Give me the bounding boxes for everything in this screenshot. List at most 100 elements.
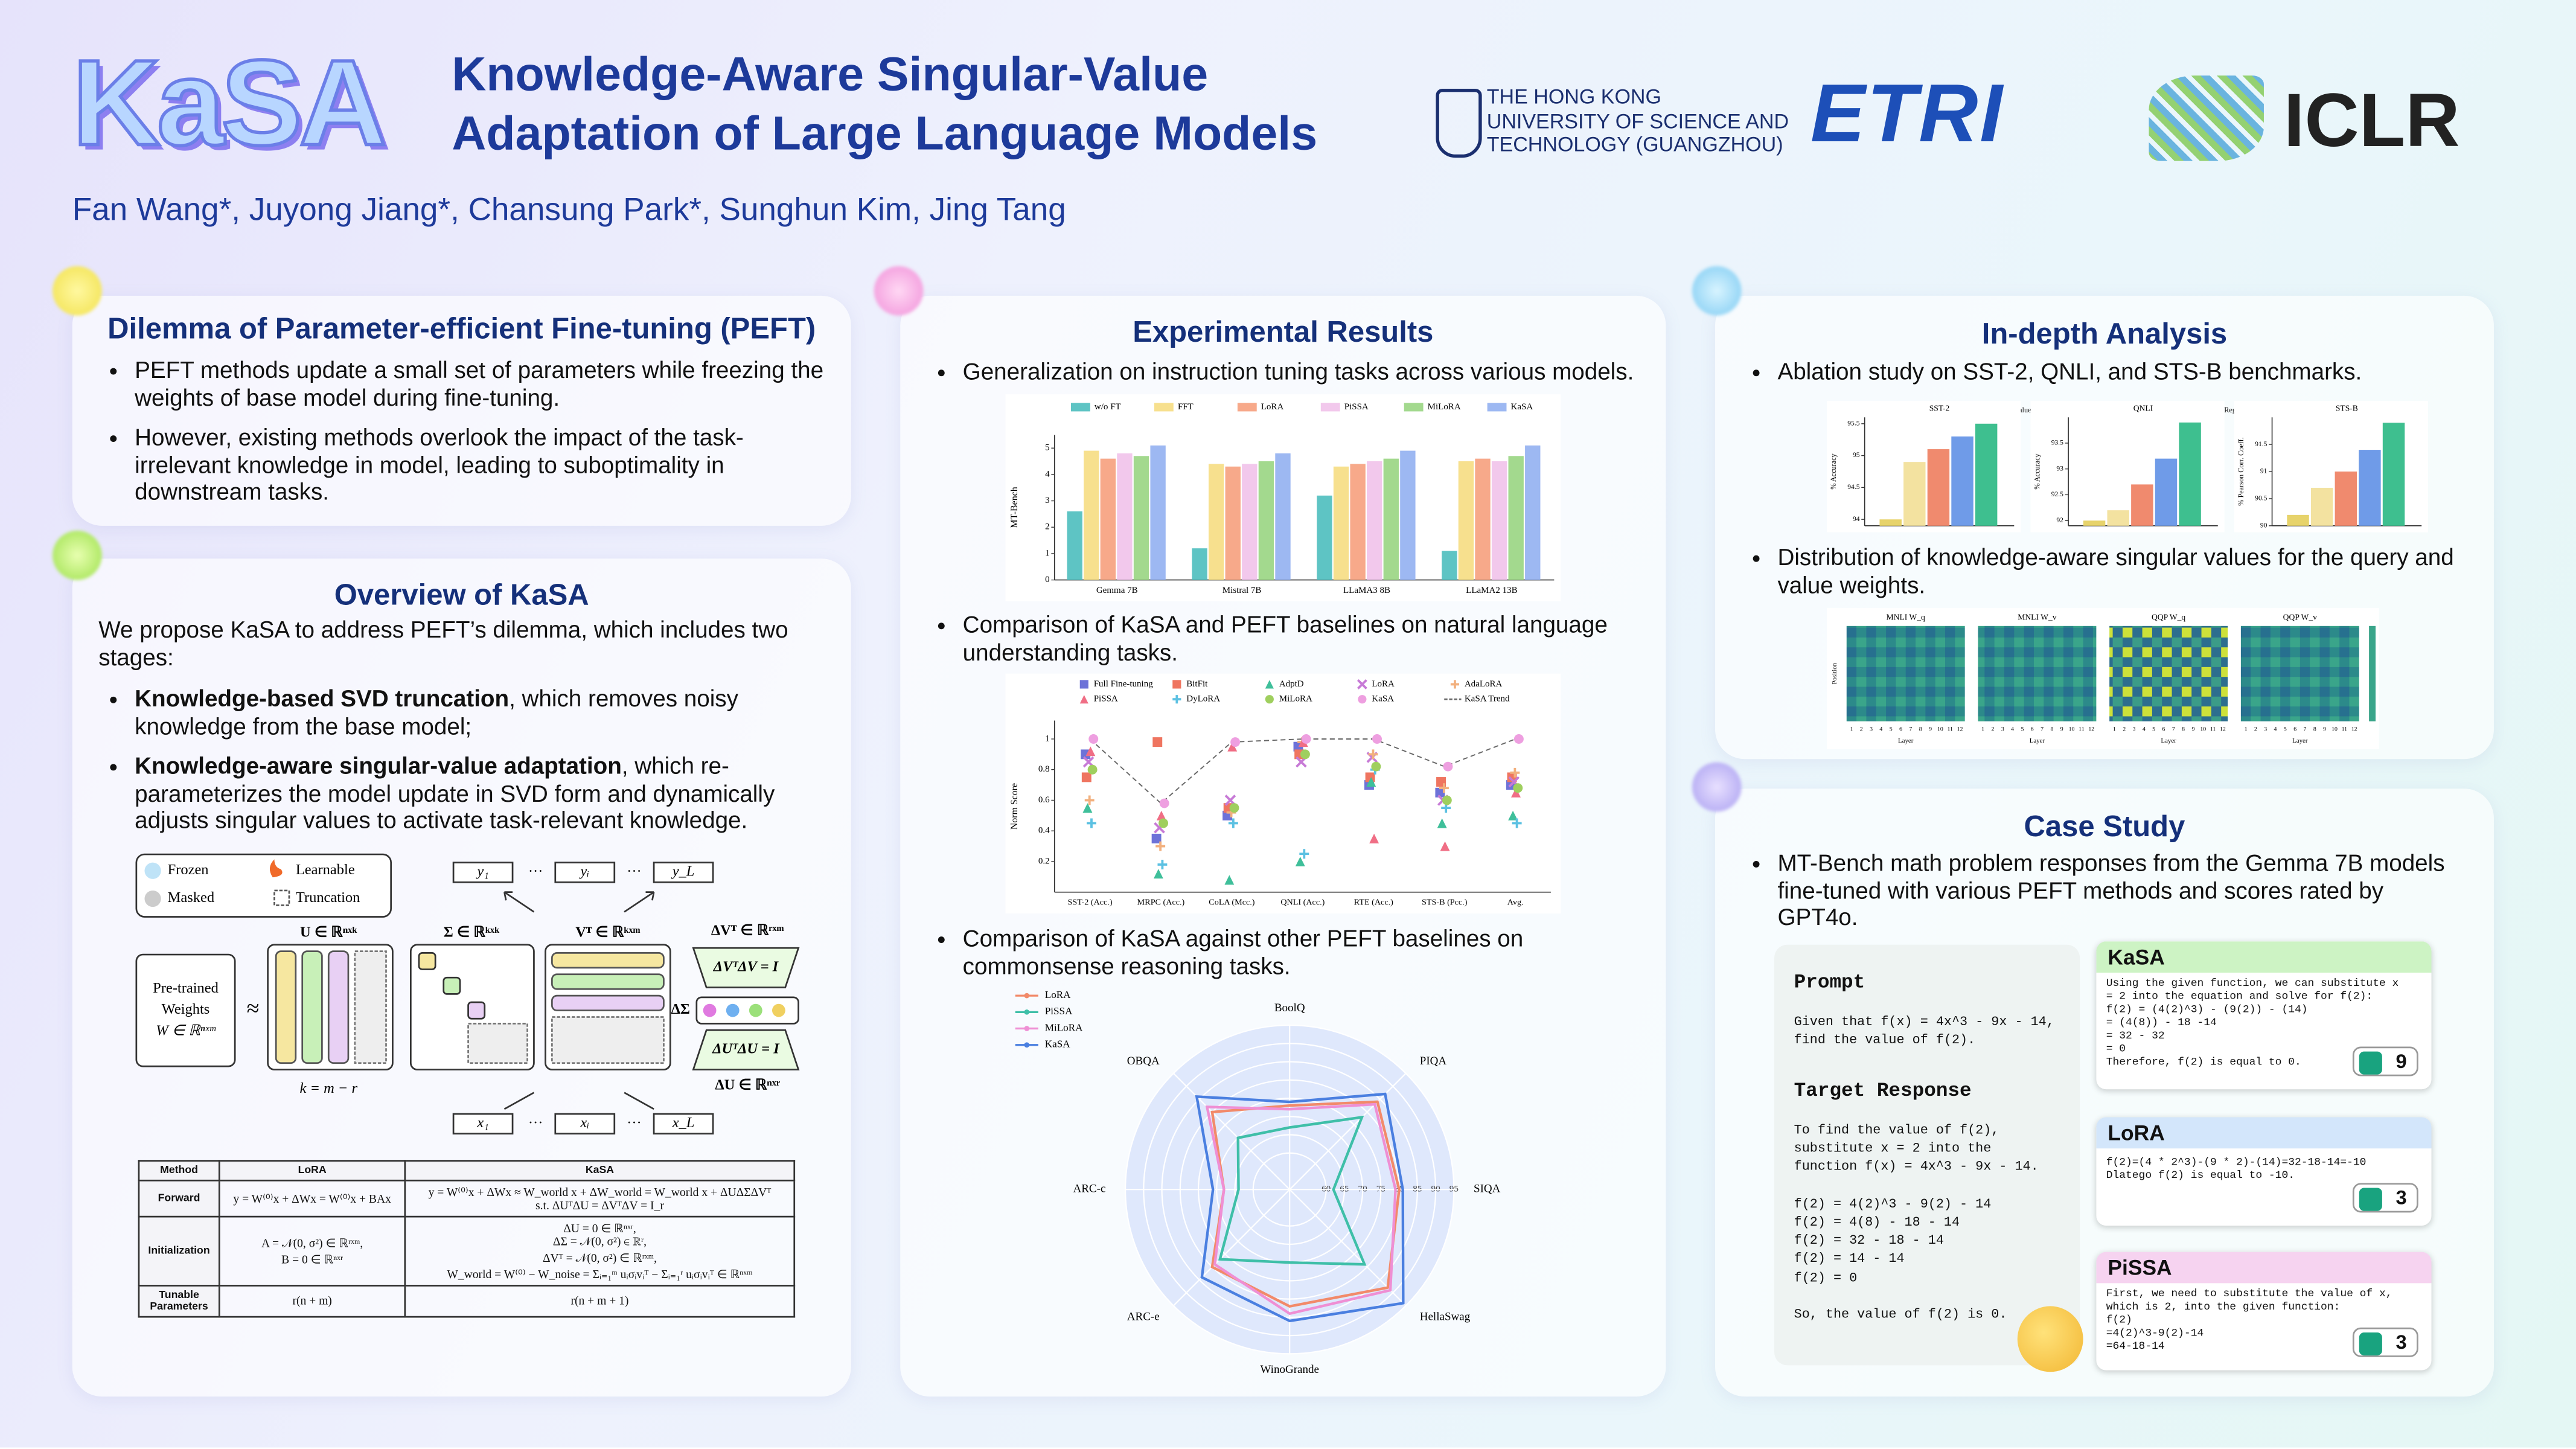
- bullet: Ablation study on SST-2, QNLI, and STS-B…: [1777, 360, 2481, 387]
- x-tick-label: 2: [1860, 726, 1863, 733]
- x-tick-label: 6: [1899, 726, 1902, 733]
- response-card: LoRA f(2)=(4 * 2^3)-(9 * 2)-(14)=32-18-1…: [2096, 1117, 2432, 1226]
- delta-vt-box: [692, 947, 800, 988]
- response-method: LoRA: [2096, 1117, 2432, 1149]
- legend-label: FFT: [1178, 402, 1194, 412]
- title-line: Adaptation of Large Language Models: [452, 108, 1318, 161]
- row-header: Tunable Parameters: [138, 1285, 220, 1318]
- marker: [1301, 734, 1311, 744]
- y-tick-label: 0.4: [1038, 826, 1050, 836]
- legend-label: AdptD: [1279, 679, 1304, 689]
- bar: [1150, 445, 1166, 580]
- x-tick-label: Avg.: [1507, 898, 1524, 907]
- marker: [1265, 680, 1274, 689]
- partner-logo: ETRI: [1810, 67, 2004, 159]
- legend-label: LoRA: [1372, 679, 1395, 689]
- stage: Knowledge-based SVD truncation, which re…: [135, 687, 834, 741]
- x-tick-label: SST-2 (Acc.): [1067, 898, 1112, 907]
- x-tick-label: 8: [2050, 726, 2053, 733]
- bar: [1491, 461, 1507, 580]
- x-tick-label: 10: [1937, 726, 1943, 733]
- bar: [2107, 510, 2129, 526]
- bullet: PEFT methods update a small set of param…: [135, 358, 838, 412]
- dilemma-panel: [72, 295, 851, 526]
- x-axis-label: Layer: [2292, 737, 2308, 744]
- marker: [1439, 783, 1449, 793]
- flow-arrows: [503, 891, 655, 1110]
- response-method: KaSA: [2096, 941, 2432, 973]
- bar: [1192, 548, 1207, 580]
- x-tick-label: 11: [1947, 726, 1953, 733]
- bar: [2335, 472, 2357, 526]
- y-tick-label: 92.5: [2051, 490, 2063, 498]
- legend-label: Full Fine-tuning: [1094, 679, 1154, 689]
- y-tick-label: 93: [2056, 464, 2063, 472]
- y-tick-label: 95.5: [1847, 419, 1859, 427]
- output-label: yᵢ: [578, 863, 589, 880]
- marker: [1265, 695, 1274, 704]
- x-tick-label: 3: [2133, 726, 2136, 733]
- heatmap-title: MNLI W_q: [1887, 612, 1926, 621]
- y-tick-label: 0.6: [1038, 795, 1050, 805]
- table-header: KaSA: [404, 1160, 796, 1182]
- r-tick-label: 95: [1449, 1184, 1459, 1194]
- bar: [1067, 511, 1082, 580]
- legend-label: Frozen: [168, 862, 209, 878]
- weights-label: W ∈ ℝⁿˣᵐ: [156, 1023, 216, 1039]
- bullet: However, existing methods overlook the i…: [135, 426, 838, 507]
- response-text: Using the given function, we can substit…: [2106, 977, 2399, 1068]
- response-card: PiSSA First, we need to substitute the v…: [2096, 1252, 2432, 1371]
- y-tick-label: 92: [2056, 516, 2063, 524]
- bar: [1258, 461, 1274, 580]
- delta-label: ΔU ∈ ℝⁿˣʳ: [715, 1076, 781, 1093]
- hkust-emblem: [1436, 88, 1482, 158]
- y-tick-label: 94.5: [1847, 483, 1859, 491]
- legend-label: Truncation: [296, 889, 360, 906]
- legend-label: KaSA Trend: [1465, 694, 1510, 704]
- u-column: [301, 950, 323, 1064]
- delta-constraint: ΔVᵀΔV = I: [713, 958, 779, 974]
- radar-spoke: [1173, 1189, 1290, 1307]
- y-axis-label: Position: [1831, 662, 1838, 684]
- gpt-icon: [2359, 1051, 2382, 1075]
- bar: [1442, 551, 1457, 580]
- score-badge: 9: [2352, 1046, 2418, 1076]
- weights-label: Weights: [162, 1001, 210, 1017]
- bar: [1117, 453, 1133, 580]
- radar-axis-label: SIQA: [1474, 1183, 1501, 1195]
- radar-series: [1195, 1092, 1405, 1323]
- vt-row: [551, 973, 665, 990]
- legend-label: DyLoRA: [1186, 694, 1220, 704]
- x-tick-label: 11: [2079, 726, 2085, 733]
- x-tick-label: 6: [2293, 726, 2296, 733]
- marker: [1513, 783, 1523, 793]
- bullet: MT-Bench math problem responses from the…: [1777, 851, 2464, 933]
- iclr-emblem: [2149, 75, 2264, 161]
- prompt-text: Given that f(x) = 4x^3 - 9x - 14, find t…: [1794, 1015, 2054, 1049]
- legend-label: KaSA: [1372, 694, 1394, 704]
- marker: [1510, 767, 1520, 778]
- marker: [1229, 803, 1239, 813]
- heatmap: [1846, 625, 1965, 721]
- response-text: f(2)=(4 * 2^3)-(9 * 2)-(14)=32-18-14=-10…: [2106, 1156, 2367, 1182]
- panel-dot: [874, 266, 924, 316]
- bar: [2382, 423, 2405, 526]
- y-tick-label: 94: [1853, 515, 1860, 523]
- legend-icon: [273, 889, 290, 906]
- heatmap-title: QQP W_v: [2283, 612, 2317, 621]
- y-tick-label: 91: [2260, 467, 2268, 475]
- x-tick-label: 12: [1957, 726, 1963, 733]
- delta-label: ΔVᵀ ∈ ℝʳˣᵐ: [711, 923, 784, 939]
- output-box: [554, 862, 616, 883]
- input-box: [653, 1113, 714, 1135]
- bar: [1400, 450, 1416, 580]
- marker: [1084, 795, 1095, 805]
- delta-label: ΔΣ: [671, 1001, 690, 1017]
- x-tick-label: 6: [2031, 726, 2034, 733]
- marker: [1299, 849, 1309, 859]
- vt-row: [551, 994, 665, 1011]
- bar: [2310, 487, 2333, 526]
- result-item: Generalization on instruction tuning tas…: [927, 360, 1658, 400]
- input-label: x_L: [672, 1115, 695, 1131]
- legend-swatch: [1320, 403, 1340, 412]
